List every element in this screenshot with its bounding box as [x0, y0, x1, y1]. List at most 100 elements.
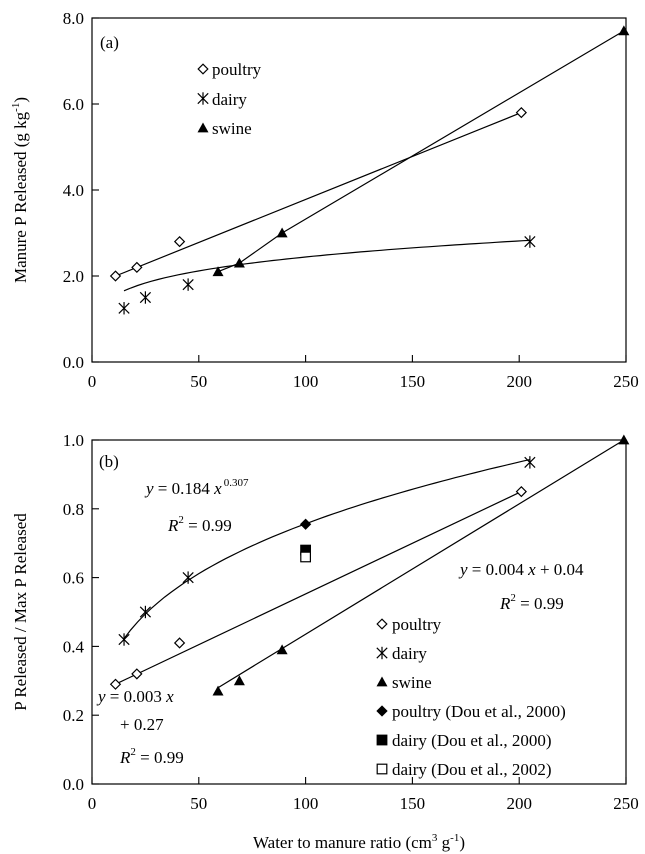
legend-label-dairy-dou-2002: dairy (Dou et al., 2002) [392, 760, 552, 779]
x-tick-label: 250 [613, 794, 639, 813]
y-ticks-a: 0.0 2.0 4.0 6.0 8.0 [63, 9, 99, 372]
legend-marker-poultry [197, 63, 209, 75]
legend-glyph [376, 618, 388, 630]
point-dairy [118, 633, 130, 646]
point-dairy [139, 605, 152, 619]
y-tick-label: 2.0 [63, 267, 84, 286]
points-a [109, 25, 630, 315]
legend-label-swine: swine [212, 119, 252, 138]
x-tick-label: 200 [506, 794, 532, 813]
point-dairy [524, 456, 536, 469]
x-tick-label: 50 [190, 794, 207, 813]
point-poultry [173, 637, 186, 649]
legend-glyph [376, 646, 388, 660]
x-tick-label: 0 [88, 794, 97, 813]
y-tick-label: 1.0 [63, 431, 84, 450]
point-swine [276, 227, 288, 238]
y-tick-label: 0.0 [63, 775, 84, 794]
legend-glyph [376, 705, 388, 717]
legend-b: poultry dairy swine poultry (Dou et al.,… [376, 615, 566, 779]
x-tick-label: 100 [293, 794, 319, 813]
annotation-poultry-r2: R2 = 0.99 [119, 746, 184, 767]
y-tick-label: 4.0 [63, 181, 84, 200]
fit-line-dairy [123, 459, 531, 639]
legend-marker-dairy-dou-2000 [376, 734, 388, 746]
legend-marker-dairy-dou-2002 [376, 763, 388, 775]
point-swine [212, 685, 224, 696]
x-ticks-a: 0 50 100 150 200 250 [88, 355, 639, 391]
legend-glyph [376, 676, 388, 687]
legend-label-dairy-dou-2000: dairy (Dou et al., 2000) [392, 731, 552, 750]
point-poultry [173, 235, 186, 248]
panel-b: 0.0 0.2 0.4 0.6 0.8 1.0 0 50 100 150 200 250 (b) y… [11, 431, 639, 852]
annotation-poultry-intercept: + 0.27 [120, 715, 164, 734]
legend-marker-swine [376, 676, 388, 687]
fit-line-dairy [123, 239, 530, 292]
y-tick-label: 8.0 [63, 9, 84, 28]
annotation-dairy-r2: R2 = 0.99 [167, 514, 232, 535]
y-tick-label: 0.0 [63, 353, 84, 372]
x-tick-label: 150 [400, 794, 426, 813]
plot-frame-b [91, 439, 627, 785]
x-axis-label: Water to manure ratio (cm3 g-1) [253, 832, 465, 852]
annotation-swine-equation: y = 0.004 x + 0.04 [458, 560, 584, 579]
points-b [109, 434, 630, 696]
point-poultry [131, 261, 143, 274]
legend-label-swine: swine [392, 673, 432, 692]
point-swine [212, 266, 224, 277]
y-ticks-b: 0.0 0.2 0.4 0.6 0.8 1.0 [63, 431, 99, 794]
point-poultry-dou-et-al-2000 [299, 518, 312, 530]
x-tick-label: 150 [400, 372, 426, 391]
legend-marker-dairy [197, 92, 209, 105]
fit-lines-b [115, 439, 625, 689]
legend-marker-dairy [376, 646, 388, 660]
legend-glyph [197, 63, 209, 75]
point-swine [618, 25, 630, 36]
fit-line-poultry [115, 491, 522, 685]
panel-a: 0.0 2.0 4.0 6.0 8.0 0 50 100 150 200 250 (a) poul… [10, 9, 639, 391]
y-tick-label: 0.4 [63, 637, 85, 656]
point-dairy [118, 302, 130, 315]
point-poultry [109, 678, 122, 690]
x-ticks-b: 0 50 100 150 200 250 [88, 777, 639, 813]
annotation-swine-r2: R2 = 0.99 [499, 592, 564, 613]
x-tick-label: 100 [293, 372, 319, 391]
legend-glyph [376, 734, 388, 746]
x-tick-label: 50 [190, 372, 207, 391]
legend-label-poultry-dou-2000: poultry (Dou et al., 2000) [392, 702, 566, 721]
legend-glyph [197, 122, 209, 133]
y-tick-label: 0.8 [63, 500, 84, 519]
x-tick-label: 0 [88, 372, 97, 391]
legend-marker-swine [197, 122, 209, 133]
point-poultry [109, 270, 122, 282]
y-axis-label-b: P Released / Max P Released [11, 513, 30, 711]
annotation-dairy-power-equation: y = 0.184 x 0.307 [144, 477, 249, 498]
legend-glyph [376, 763, 388, 775]
legend-label-dairy: dairy [212, 90, 247, 109]
y-tick-label: 6.0 [63, 95, 84, 114]
fit-line-swine [217, 439, 625, 689]
y-axis-label-a: Manure P Released (g kg-1) [10, 97, 30, 283]
legend-label-dairy: dairy [392, 644, 427, 663]
legend-marker-poultry [376, 618, 388, 630]
point-dairy-dou-et-al-2002 [300, 551, 311, 563]
legend-label-poultry: poultry [392, 615, 442, 634]
legend-glyph [197, 92, 209, 105]
point-dairy [182, 278, 194, 291]
point-swine [276, 644, 288, 655]
point-poultry [515, 485, 527, 498]
x-tick-label: 250 [613, 372, 639, 391]
panel-label-a: (a) [100, 33, 119, 52]
fit-line-poultry [115, 112, 522, 277]
legend-a: poultry dairy swine [197, 60, 262, 138]
point-poultry [515, 106, 527, 119]
point-swine [233, 257, 245, 268]
fit-line-swine [217, 30, 625, 273]
legend-label-poultry: poultry [212, 60, 262, 79]
point-swine [618, 434, 630, 445]
annotation-poultry-equation: y = 0.003 x [96, 687, 174, 706]
x-tick-label: 200 [506, 372, 532, 391]
legend-marker-poultry-dou-2000 [376, 705, 388, 717]
point-poultry [131, 668, 143, 680]
